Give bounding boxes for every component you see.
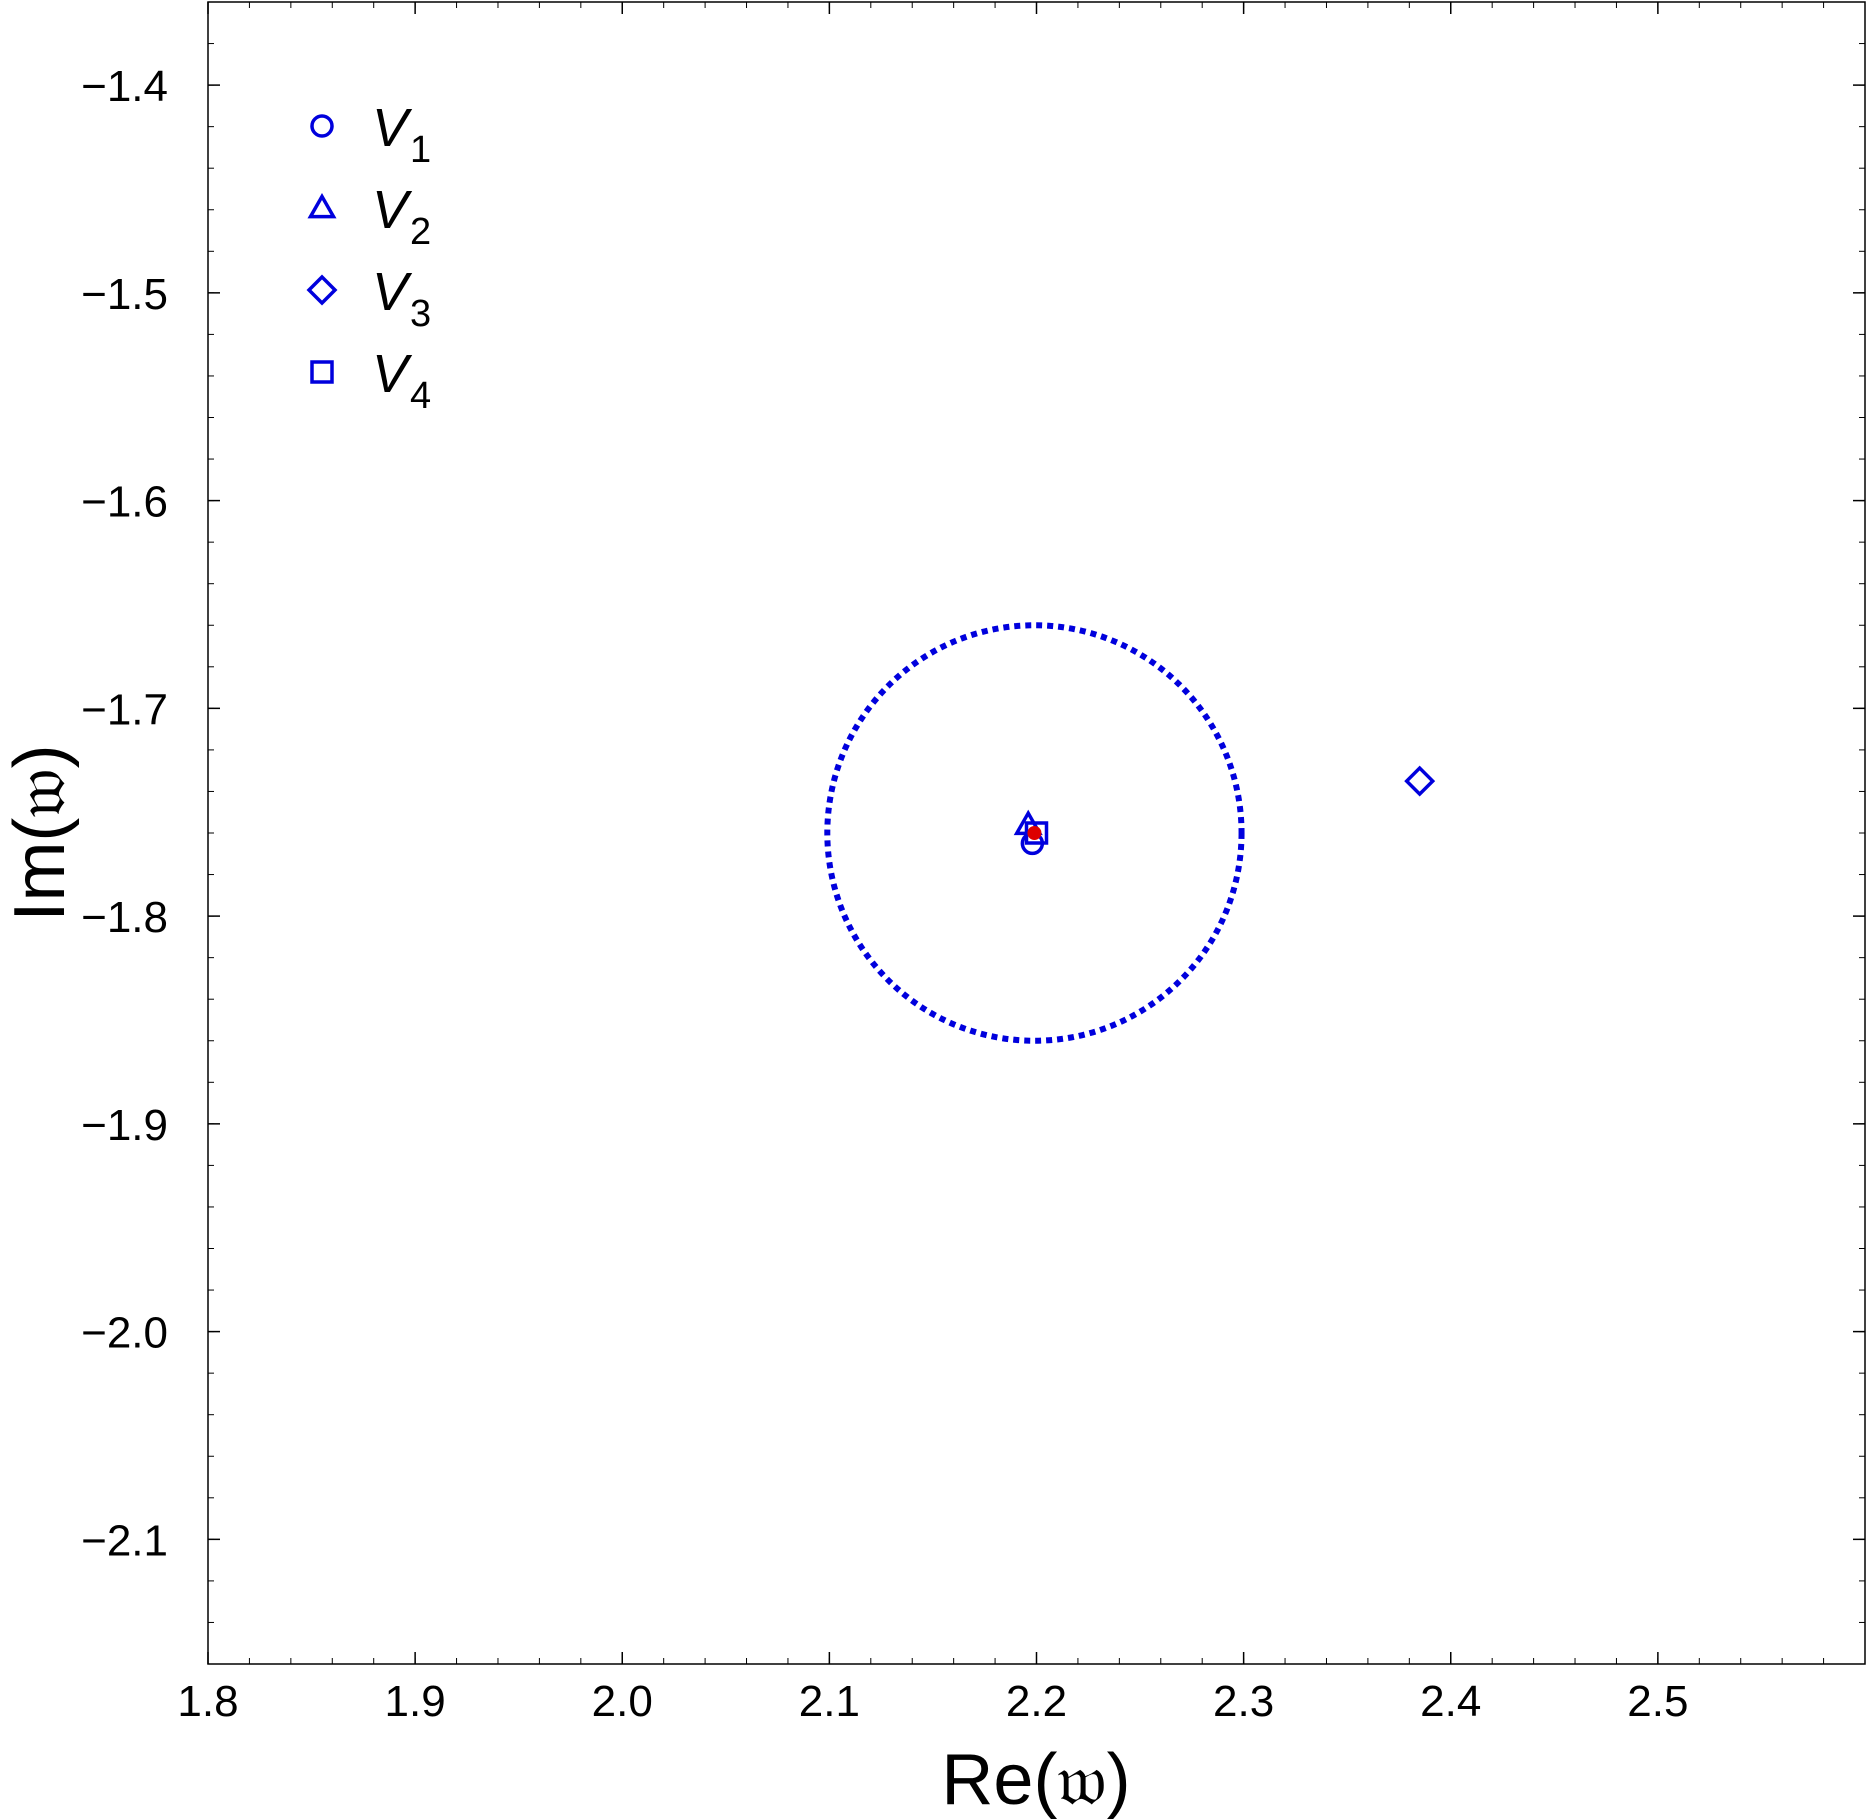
legend-marker-triangle [307, 192, 337, 219]
x-tick-label: 2.1 [799, 1677, 860, 1726]
legend: V1 V2 V3 V4 [306, 98, 431, 417]
dotted-circle [824, 622, 1245, 1044]
legend-label: V3 [372, 262, 431, 335]
y-tick-label: −2.1 [81, 1516, 168, 1565]
x-tick-label: 2.4 [1420, 1677, 1481, 1726]
x-tick-label: 2.0 [592, 1677, 653, 1726]
y-tick-label: −1.8 [81, 893, 168, 942]
y-tick-label: −1.4 [81, 62, 168, 111]
data-points [1013, 765, 1436, 856]
x-axis-title: Re(𝔴) [941, 1740, 1130, 1820]
y-tick-labels: −1.4 −1.5 −1.6 −1.7 −1.8 −1.9 −2.0 −2.1 [81, 62, 168, 1565]
x-tick-label: 2.5 [1627, 1677, 1688, 1726]
x-tick-label: 2.2 [1006, 1677, 1067, 1726]
x-tick-labels: 1.8 1.9 2.0 2.1 2.2 2.3 2.4 2.5 [177, 1677, 1688, 1726]
y-tick-label: −1.6 [81, 478, 168, 527]
y-tick-label: −2.0 [81, 1309, 168, 1358]
point-diamond [1404, 765, 1436, 797]
x-tick-label: 1.9 [385, 1677, 446, 1726]
y-axis-title: Im(𝔴) [0, 744, 80, 921]
point-square [1024, 821, 1049, 845]
major-ticks [207, 2, 1865, 1664]
legend-marker-circle [310, 114, 334, 138]
legend-label: V2 [372, 180, 431, 253]
legend-marker-diamond [306, 274, 338, 306]
reference-circle [824, 622, 1245, 1044]
x-tick-label: 2.3 [1213, 1677, 1274, 1726]
legend-label: V1 [372, 98, 431, 171]
reference-point [1027, 826, 1042, 840]
y-tick-label: −1.9 [81, 1101, 168, 1150]
y-tick-label: −1.7 [81, 685, 168, 734]
legend-label: V4 [372, 344, 431, 417]
legend-marker-square [310, 360, 334, 384]
y-tick-label: −1.5 [81, 270, 168, 319]
x-tick-label: 1.8 [177, 1677, 238, 1726]
